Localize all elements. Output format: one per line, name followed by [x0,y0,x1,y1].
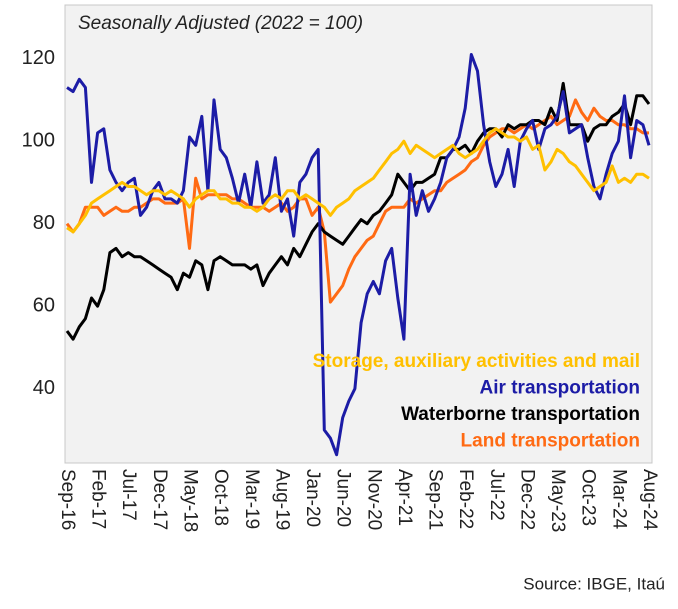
y-tick-label: 100 [22,129,55,151]
series-line [65,81,651,341]
x-tick-label: Oct-23 [578,469,599,526]
source: Source: IBGE, Itaú [523,574,665,593]
x-tick-label: Sep-16 [57,469,78,530]
chart-subtitle: Seasonally Adjusted (2022 = 100) [78,13,363,34]
x-tick-label: Jul-22 [486,469,507,521]
series-line [66,127,650,234]
x-tick-label: Aug-24 [639,469,660,531]
x-tick-label: Apr-21 [394,469,415,526]
legend-label: Land transportation [461,431,640,452]
x-tick-label: Dec-17 [149,469,170,530]
x-tick-label: Aug-19 [271,469,292,530]
x-tick-label: Jun-20 [333,469,354,527]
legend-label: Waterborne transportation [401,404,640,425]
x-tick-label: Mar-24 [608,469,629,530]
plot-area [64,4,653,464]
x-tick-label: Mar-19 [241,469,262,529]
y-tick-label: 120 [22,47,55,69]
legend-label: Storage, auxiliary activities and mail [313,351,640,372]
legend-label: Air transportation [480,378,640,399]
series-line [65,98,649,304]
x-tick-label: Jan-20 [302,469,323,527]
y-tick-label: 80 [33,212,55,234]
y-tick-label: 60 [33,294,55,316]
x-tick-label: Feb-22 [455,469,476,529]
x-tick-label: May-23 [547,469,568,532]
series-line [66,53,651,457]
y-tick-label: 40 [33,377,55,399]
x-tick-label: Sep-21 [425,469,446,530]
x-tick-label: May-18 [180,469,201,532]
x-tick-label: Oct-18 [210,469,231,526]
x-tick-label: Jul-17 [118,469,139,521]
x-tick-label: Nov-20 [363,469,384,530]
x-tick-label: Feb-17 [88,469,109,529]
x-tick-label: Dec-22 [516,469,537,530]
